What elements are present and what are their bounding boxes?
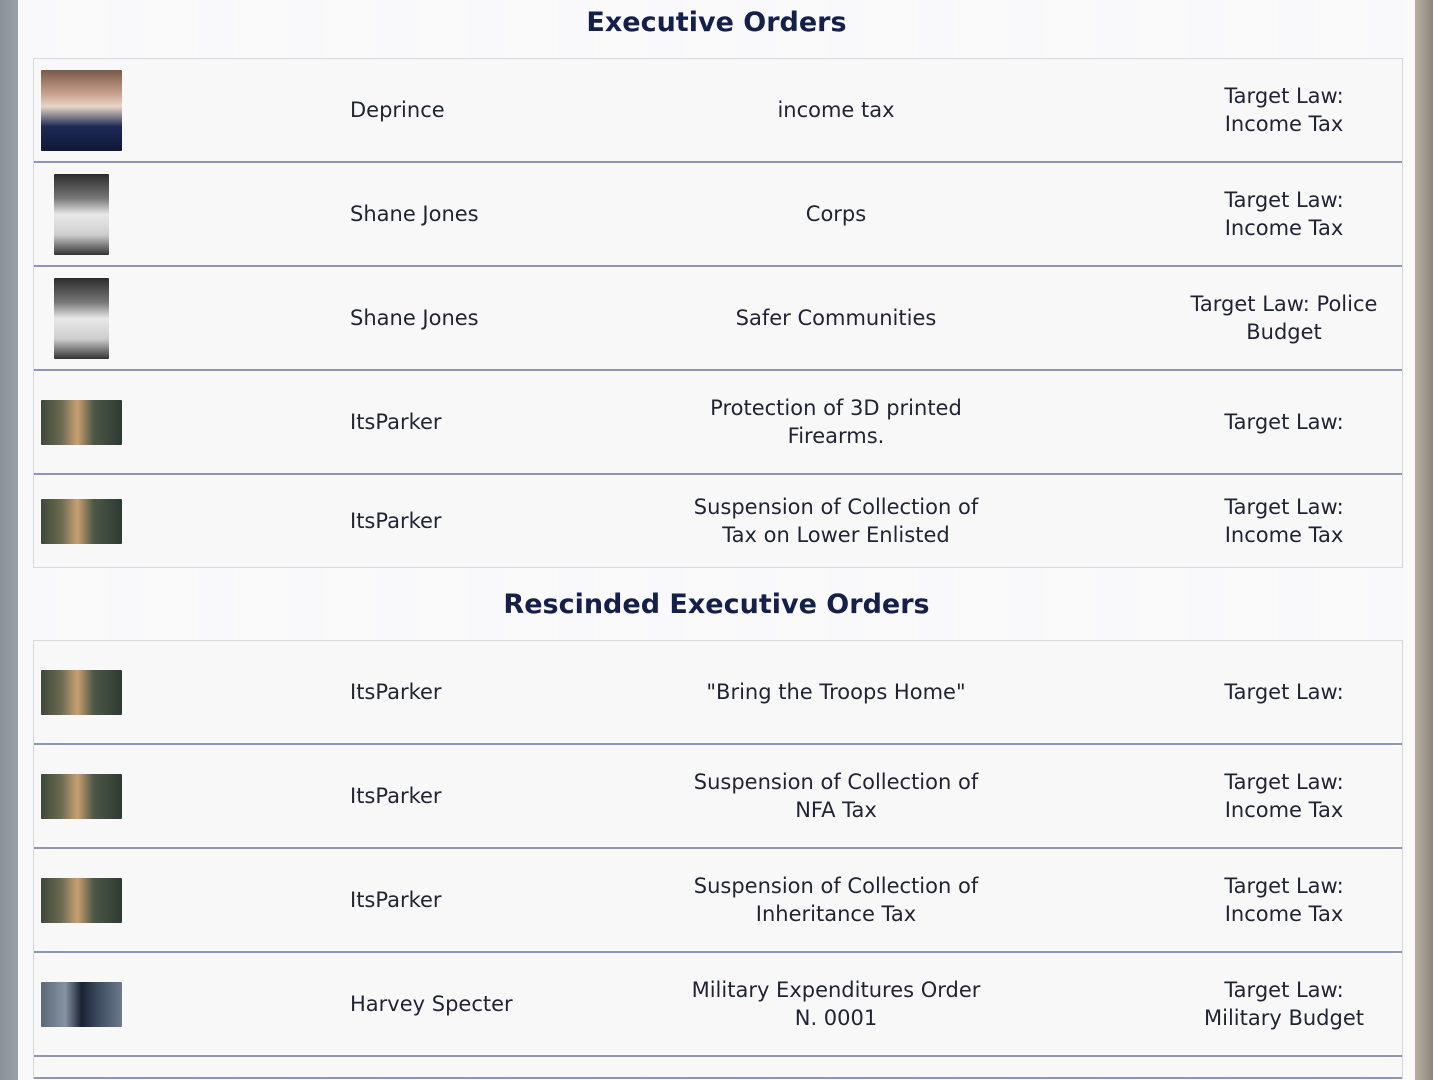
order-title[interactable]: Military Expenditures Order N. 0001 (691, 978, 981, 1030)
target-law: Target Law: (1224, 680, 1344, 704)
author-name[interactable]: ItsParker (350, 784, 442, 808)
table-row[interactable] (34, 1057, 1402, 1079)
author-name[interactable]: ItsParker (350, 410, 442, 434)
order-title[interactable]: Suspension of Collection of Inheritance … (693, 874, 979, 926)
table-row[interactable]: ItsParker Suspension of Collection of In… (34, 849, 1402, 953)
table-row[interactable]: ItsParker "Bring the Troops Home" Target… (34, 641, 1402, 745)
target-law: Target Law: Income Tax (1224, 874, 1344, 926)
rescinded-orders-table: ItsParker "Bring the Troops Home" Target… (33, 640, 1403, 1079)
target-law: Target Law: Police Budget (1190, 292, 1378, 344)
executive-orders-title: Executive Orders (586, 7, 847, 38)
order-title[interactable]: income tax (777, 98, 895, 122)
table-row[interactable]: Deprince income tax Target Law: Income T… (34, 59, 1402, 163)
order-title[interactable]: Corps (805, 202, 867, 226)
author-name[interactable]: ItsParker (350, 509, 442, 533)
target-law: Target Law: Income Tax (1224, 188, 1344, 240)
target-law: Target Law: (1224, 410, 1344, 434)
author-name[interactable]: ItsParker (350, 888, 442, 912)
avatar (54, 277, 109, 359)
avatar (41, 69, 122, 151)
table-row[interactable]: ItsParker Suspension of Collection of Ta… (34, 475, 1402, 567)
author-name[interactable]: Shane Jones (350, 202, 479, 226)
order-title[interactable]: Suspension of Collection of Tax on Lower… (693, 495, 979, 547)
order-title[interactable]: Safer Communities (735, 306, 937, 330)
target-law: Target Law: Income Tax (1224, 495, 1344, 547)
rescinded-executive-orders-title: Rescinded Executive Orders (503, 589, 930, 620)
avatar (41, 981, 122, 1027)
author-name[interactable]: Shane Jones (350, 306, 479, 330)
target-law: Target Law: Military Budget (1204, 978, 1364, 1030)
table-row[interactable]: Harvey Specter Military Expenditures Ord… (34, 953, 1402, 1057)
target-law: Target Law: Income Tax (1224, 770, 1344, 822)
avatar (41, 877, 122, 923)
order-title[interactable]: "Bring the Troops Home" (706, 680, 966, 704)
author-name[interactable]: ItsParker (350, 680, 442, 704)
avatar (41, 498, 122, 544)
author-name[interactable]: Harvey Specter (350, 992, 513, 1016)
order-title[interactable]: Protection of 3D printed Firearms. (710, 396, 962, 448)
target-law: Target Law: Income Tax (1224, 84, 1344, 136)
order-title[interactable]: Suspension of Collection of NFA Tax (693, 770, 979, 822)
avatar (54, 173, 109, 255)
table-row[interactable]: Shane Jones Safer Communities Target Law… (34, 267, 1402, 371)
table-row[interactable]: Shane Jones Corps Target Law: Income Tax (34, 163, 1402, 267)
avatar (41, 773, 122, 819)
executive-orders-table: Deprince income tax Target Law: Income T… (33, 58, 1403, 568)
avatar (41, 669, 122, 715)
table-row[interactable]: ItsParker Protection of 3D printed Firea… (34, 371, 1402, 475)
author-name[interactable]: Deprince (350, 98, 445, 122)
table-row[interactable]: ItsParker Suspension of Collection of NF… (34, 745, 1402, 849)
avatar (41, 399, 122, 445)
